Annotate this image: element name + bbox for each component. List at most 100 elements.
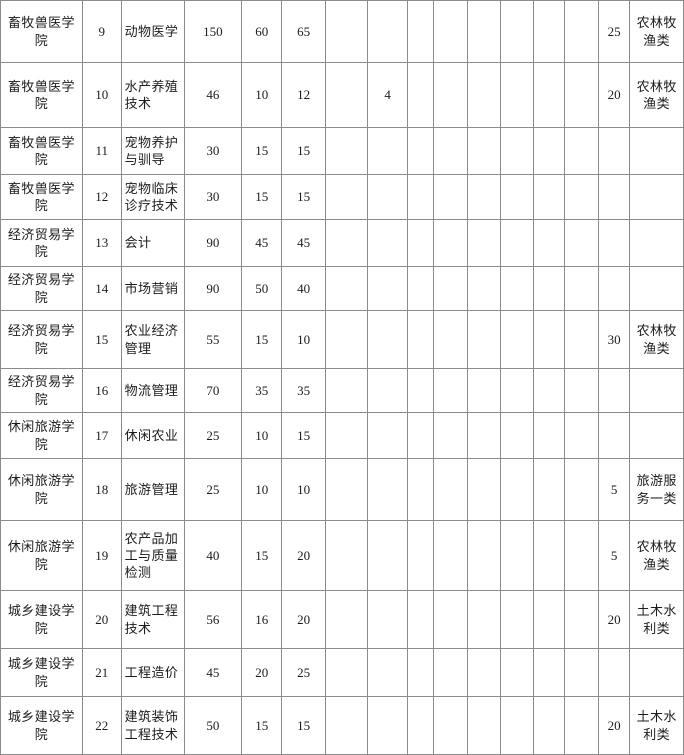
cell-n9	[500, 590, 534, 649]
cell-n1: 46	[183, 62, 243, 128]
table-row: 畜牧兽医学院 9 动物医学 150 60 65 25 农林牧渔类	[0, 0, 684, 63]
cell-seq: 13	[81, 219, 122, 267]
cell-n6	[407, 590, 435, 649]
cell-n12: 5	[597, 458, 631, 521]
cell-cat: 农林牧渔类	[629, 0, 684, 63]
cell-n1: 40	[183, 520, 243, 591]
cell-n3: 40	[281, 266, 327, 311]
cell-seq: 14	[81, 266, 122, 311]
cell-n10	[532, 266, 566, 311]
cell-cat: 农林牧渔类	[629, 310, 684, 369]
cell-cat	[629, 648, 684, 697]
cell-n1: 150	[183, 0, 243, 63]
cell-n1: 90	[183, 266, 243, 311]
cell-n4	[325, 412, 369, 459]
cell-n5	[367, 696, 409, 755]
cell-n6	[407, 174, 435, 220]
cell-n12: 20	[597, 696, 631, 755]
cell-n8	[466, 219, 502, 267]
cell-n1: 50	[183, 696, 243, 755]
cell-n5	[367, 0, 409, 63]
cell-n2: 10	[241, 458, 283, 521]
cell-n9	[500, 458, 534, 521]
cell-n12: 20	[597, 590, 631, 649]
cell-n9	[500, 368, 534, 413]
cell-n4	[325, 368, 369, 413]
cell-n8	[466, 266, 502, 311]
cell-seq: 19	[81, 520, 122, 591]
cell-major: 市场营销	[120, 266, 185, 311]
table-row: 畜牧兽医学院 11 宠物养护与驯导 30 15 15	[0, 127, 684, 175]
cell-cat: 农林牧渔类	[629, 62, 684, 128]
cell-seq: 16	[81, 368, 122, 413]
cell-n3: 15	[281, 174, 327, 220]
cell-major: 动物医学	[120, 0, 185, 63]
cell-major: 农产品加工与质量检测	[120, 520, 185, 591]
cell-n6	[407, 310, 435, 369]
cell-n2: 15	[241, 174, 283, 220]
cell-n10	[532, 174, 566, 220]
cell-n3: 15	[281, 127, 327, 175]
cell-cat: 旅游服务一类	[629, 458, 684, 521]
table-row: 经济贸易学院 14 市场营销 90 50 40	[0, 266, 684, 311]
cell-n2: 15	[241, 520, 283, 591]
cell-n6	[407, 62, 435, 128]
cell-n11	[564, 520, 599, 591]
cell-n12: 20	[597, 62, 631, 128]
cell-n6	[407, 219, 435, 267]
cell-seq: 17	[81, 412, 122, 459]
cell-n3: 12	[281, 62, 327, 128]
cell-n7	[433, 310, 468, 369]
cell-n5	[367, 310, 409, 369]
cell-n6	[407, 368, 435, 413]
cell-n12	[597, 648, 631, 697]
cell-seq: 10	[81, 62, 122, 128]
cell-dept: 畜牧兽医学院	[0, 174, 83, 220]
cell-n10	[532, 310, 566, 369]
cell-n6	[407, 412, 435, 459]
cell-cat	[629, 266, 684, 311]
cell-n10	[532, 696, 566, 755]
cell-major: 建筑工程技术	[120, 590, 185, 649]
cell-n6	[407, 696, 435, 755]
cell-n2: 60	[241, 0, 283, 63]
cell-n5	[367, 127, 409, 175]
cell-n3: 45	[281, 219, 327, 267]
cell-n8	[466, 368, 502, 413]
cell-major: 物流管理	[120, 368, 185, 413]
cell-n10	[532, 127, 566, 175]
table-row: 城乡建设学院 22 建筑装饰工程技术 50 15 15 20 土木水利类	[0, 696, 684, 755]
cell-n7	[433, 458, 468, 521]
cell-dept: 城乡建设学院	[0, 696, 83, 755]
cell-n3: 10	[281, 310, 327, 369]
cell-n9	[500, 310, 534, 369]
table-row: 畜牧兽医学院 12 宠物临床诊疗技术 30 15 15	[0, 174, 684, 220]
cell-n5	[367, 368, 409, 413]
cell-dept: 休闲旅游学院	[0, 520, 83, 591]
cell-n1: 30	[183, 127, 243, 175]
cell-n8	[466, 590, 502, 649]
cell-cat	[629, 368, 684, 413]
cell-n7	[433, 62, 468, 128]
cell-n2: 15	[241, 696, 283, 755]
table-row: 休闲旅游学院 18 旅游管理 25 10 10 5 旅游服务一类	[0, 458, 684, 521]
cell-n12	[597, 368, 631, 413]
cell-n4	[325, 520, 369, 591]
cell-n1: 25	[183, 412, 243, 459]
cell-n9	[500, 266, 534, 311]
cell-n4	[325, 62, 369, 128]
cell-n2: 35	[241, 368, 283, 413]
cell-dept: 经济贸易学院	[0, 219, 83, 267]
cell-n7	[433, 127, 468, 175]
cell-n8	[466, 127, 502, 175]
cell-n9	[500, 412, 534, 459]
cell-n5	[367, 174, 409, 220]
cell-n1: 45	[183, 648, 243, 697]
table-row: 休闲旅游学院 19 农产品加工与质量检测 40 15 20 5 农林牧渔类	[0, 520, 684, 591]
cell-n1: 30	[183, 174, 243, 220]
cell-n3: 10	[281, 458, 327, 521]
cell-n7	[433, 412, 468, 459]
cell-n8	[466, 310, 502, 369]
cell-n7	[433, 219, 468, 267]
cell-n9	[500, 0, 534, 63]
